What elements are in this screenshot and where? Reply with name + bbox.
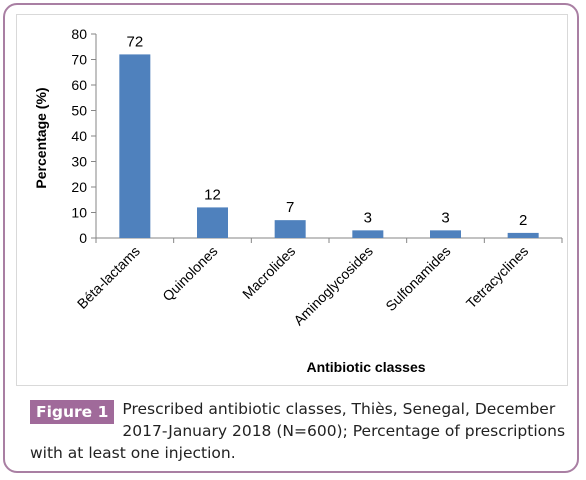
bar-b-ta-lactams (119, 54, 151, 239)
data-label: 7 (286, 199, 294, 216)
y-tick-label: 80 (71, 26, 87, 42)
figure-caption: Figure 1 Prescribed antibiotic classes, … (30, 398, 570, 464)
data-labels: 72 12 7 3 3 2 (126, 33, 527, 229)
x-tick-label: Macrolides (239, 243, 298, 302)
data-label: 72 (126, 33, 143, 50)
bar-sulfonamides (430, 230, 461, 238)
caption-text: Prescribed antibiotic classes, Thiès, Se… (30, 400, 566, 462)
chart-area (16, 14, 568, 386)
x-tick-label: Sulfonamides (382, 243, 453, 314)
bar-chart: 0 10 20 30 40 50 60 70 80 Béta-lactams Quinolones… (33, 26, 563, 375)
bars (119, 54, 539, 239)
x-axis: Béta-lactams Quinolones MacrolidesAminogly… (74, 237, 563, 329)
y-tick-label: 20 (71, 179, 87, 195)
y-axis: 0 10 20 30 40 50 60 70 80 (71, 26, 97, 246)
bar-aminoglycosides (352, 230, 384, 238)
y-tick-label: 70 (71, 52, 87, 68)
y-tick-label: 60 (71, 77, 87, 93)
x-tick-label: Quinolones (159, 243, 220, 304)
figure-label: Figure 1 (30, 400, 115, 424)
x-tick-label: Aminoglycosides (290, 243, 376, 329)
y-tick-label: 10 (71, 205, 87, 221)
bar-tetracyclines (507, 232, 539, 238)
data-label: 12 (204, 186, 221, 203)
y-tick-label: 30 (71, 154, 87, 170)
y-axis-title: Percentage (%) (33, 87, 49, 188)
data-label: 2 (519, 212, 527, 229)
y-tick-label: 40 (71, 128, 87, 144)
y-tick-label: 50 (71, 103, 87, 119)
x-tick-label: Tetracyclines (463, 243, 532, 312)
bar-quinolones (197, 207, 228, 238)
bar-macrolides (274, 220, 306, 238)
y-tick-label: 0 (79, 230, 87, 246)
data-label: 3 (441, 209, 449, 226)
x-axis-title: Antibiotic classes (306, 359, 425, 375)
data-label: 3 (364, 209, 372, 226)
x-tick-label: Béta-lactams (74, 243, 143, 312)
